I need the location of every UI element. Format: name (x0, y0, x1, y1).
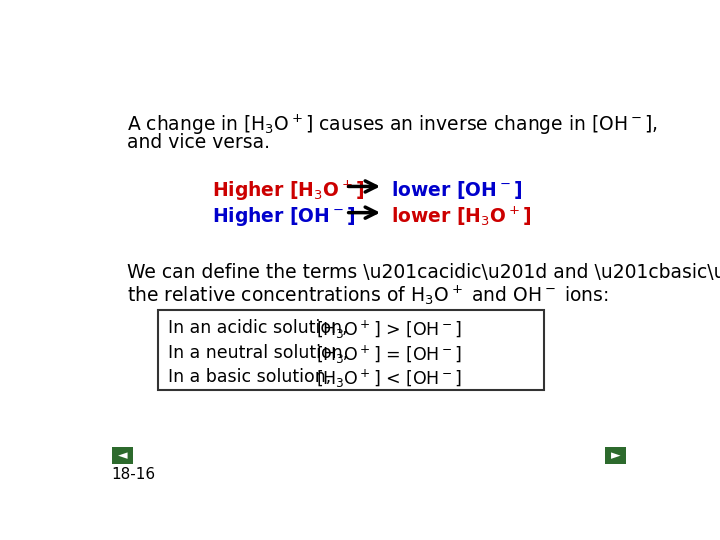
Text: and vice versa.: and vice versa. (127, 132, 270, 152)
FancyBboxPatch shape (158, 309, 544, 390)
Text: [H$_3$O$^+$] = [OH$^-$]: [H$_3$O$^+$] = [OH$^-$] (316, 343, 462, 366)
Text: lower [OH$^-$]: lower [OH$^-$] (391, 179, 522, 201)
Bar (112, 447, 133, 464)
Text: [H$_3$O$^+$] > [OH$^-$]: [H$_3$O$^+$] > [OH$^-$] (316, 319, 462, 341)
Text: A change in [H$_3$O$^+$] causes an inverse change in [OH$^-$],: A change in [H$_3$O$^+$] causes an inver… (127, 112, 658, 137)
Text: the relative concentrations of H$_3$O$^+$ and OH$^-$ ions:: the relative concentrations of H$_3$O$^+… (127, 284, 609, 307)
Text: Higher [H$_3$O$^+$]: Higher [H$_3$O$^+$] (212, 179, 365, 203)
Text: We can define the terms \u201cacidic\u201d and \u201cbasic\u201d in terms of: We can define the terms \u201cacidic\u20… (127, 264, 720, 282)
Text: lower [H$_3$O$^+$]: lower [H$_3$O$^+$] (391, 205, 531, 228)
Text: 18-16: 18-16 (112, 467, 156, 482)
Text: In a neutral solution,: In a neutral solution, (168, 343, 348, 362)
Text: ◄: ◄ (118, 449, 127, 462)
Text: [H$_3$O$^+$] < [OH$^-$]: [H$_3$O$^+$] < [OH$^-$] (316, 368, 462, 390)
Text: ►: ► (611, 449, 620, 462)
Text: In a basic solution,: In a basic solution, (168, 368, 330, 386)
Text: Higher [OH$^-$]: Higher [OH$^-$] (212, 205, 356, 228)
Text: In an acidic solution,: In an acidic solution, (168, 319, 347, 337)
Bar (605, 447, 626, 464)
